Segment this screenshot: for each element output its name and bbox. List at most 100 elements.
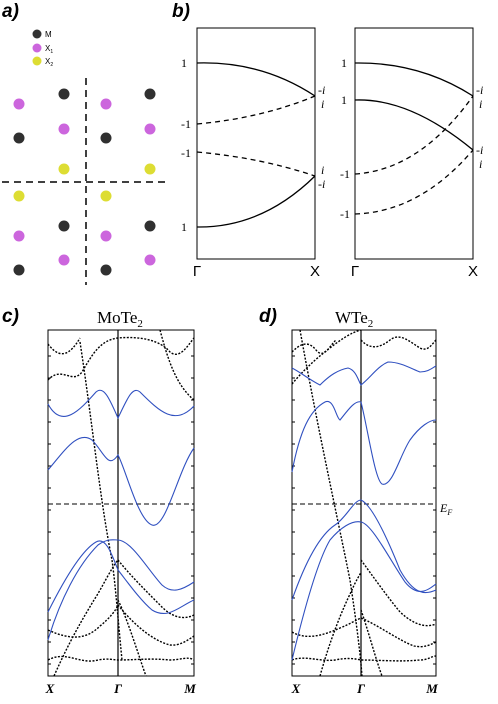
band-line [291,617,437,648]
parity-label: -i [476,143,483,157]
panel-a: a) M X1 X2 [2,1,166,285]
band-line [360,559,437,627]
parity-label: i [479,97,482,111]
band-curve [354,62,474,97]
atom-m [144,220,156,232]
band-diagram-left: 1 -1 -1 1 -i i i -i Γ X [181,27,325,280]
legend-marker-m [32,29,42,39]
plot-frame [47,329,195,677]
band-curve [196,175,316,228]
band-line [53,559,119,677]
atom-x1 [58,254,70,266]
parity-label: -1 [181,117,191,131]
atom-x2 [100,190,112,202]
band-structure-wte2 [291,329,437,677]
k-point-gamma: Γ [113,681,122,696]
band-line [47,336,195,381]
k-point-x: X [310,263,320,280]
atom-x1 [58,123,70,135]
atom-m [100,132,112,144]
band-line [319,571,362,677]
panel-c: c) MoTe2 X Γ M [2,306,196,696]
atom-x2 [13,190,25,202]
atom-x1 [100,230,112,242]
atom-m [58,88,70,100]
legend-label-m: M [45,30,52,39]
band-line [299,329,363,677]
band-line-highlight [47,436,195,526]
parity-label: -1 [340,207,350,221]
band-line-highlight [291,499,437,601]
atom-x1 [13,98,25,110]
legend-label-x2: X2 [45,57,53,68]
panel-d-label: d) [259,306,277,327]
k-point-m: M [425,681,438,696]
legend: M X1 X2 [32,29,53,68]
k-point-gamma: Γ [351,263,359,280]
band-line-highlight [47,389,195,420]
k-point-x: X [45,681,55,696]
atom-m [13,132,25,144]
band-line [291,655,437,662]
parity-label: i [321,163,324,177]
band-line [47,655,195,662]
band-line [79,341,123,661]
panel-b: b) 1 -1 -1 1 -i i i -i Γ X 1 1 [172,1,483,280]
material-title-mote2: MoTe2 [97,308,143,330]
band-structure-mote2 [47,329,195,677]
band-diagram-right-frame [354,27,474,260]
band-line [47,337,81,355]
band-line [47,603,195,646]
parity-label: -i [318,83,325,97]
band-line [117,599,147,677]
band-curve [354,149,474,215]
parity-label: 1 [181,56,187,70]
k-point-x: X [291,681,301,696]
atom-m [13,264,25,276]
band-line-highlight [47,539,195,641]
band-line [159,329,195,401]
parity-label: 1 [341,56,347,70]
band-line-highlight [47,540,195,615]
band-curve [196,95,316,125]
parity-label: -i [318,177,325,191]
material-title-wte2: WTe2 [335,308,373,330]
panel-a-label: a) [2,1,19,22]
band-line-highlight [291,521,437,661]
band-line [360,609,383,677]
band-line [291,329,362,385]
crystal-lattice [13,88,156,276]
k-point-x: X [468,263,478,280]
parity-label: -1 [181,146,191,160]
band-line-highlight [291,400,437,485]
band-curve [354,99,474,151]
band-line-highlight [291,361,437,386]
plot-frame [291,329,437,677]
parity-label: -i [476,83,483,97]
k-point-gamma: Γ [356,681,365,696]
k-point-m: M [183,681,196,696]
atom-x2 [144,163,156,175]
legend-marker-x2 [32,56,42,66]
panel-c-label: c) [2,306,19,327]
atom-x1 [100,98,112,110]
band-line [291,339,337,355]
parity-label: 1 [181,220,187,234]
band-line [360,336,437,350]
atom-m [100,264,112,276]
parity-label: -1 [340,167,350,181]
panel-b-label: b) [172,1,190,22]
band-curve [196,151,316,177]
band-diagram-left-frame [196,27,316,260]
legend-marker-x1 [32,43,42,53]
atom-x1 [144,123,156,135]
atom-m [144,88,156,100]
panel-d: d) WTe2 EF X Γ M [259,306,452,696]
parity-label: 1 [341,93,347,107]
k-point-gamma: Γ [193,263,201,280]
fermi-level-label: EF [439,501,452,517]
atom-x1 [13,230,25,242]
band-curve [196,62,316,97]
band-curve [354,95,474,175]
